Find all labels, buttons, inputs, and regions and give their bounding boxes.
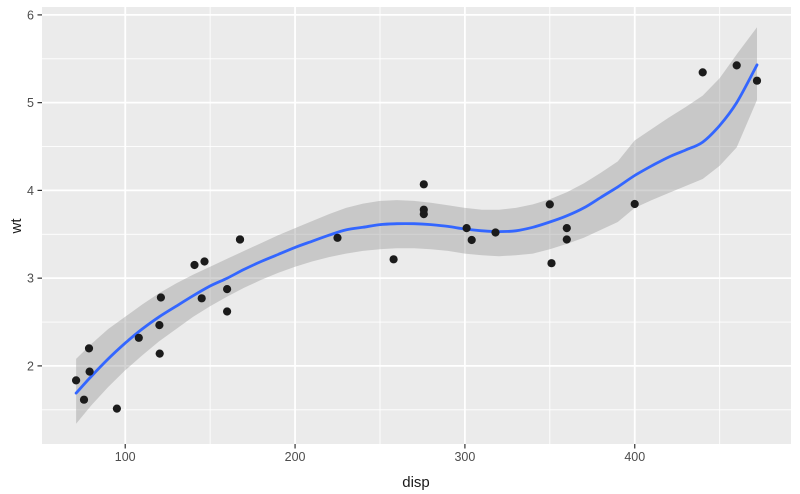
data-point bbox=[732, 61, 741, 70]
data-point bbox=[112, 404, 121, 413]
data-point bbox=[467, 235, 476, 245]
data-point bbox=[223, 285, 232, 294]
x-tick-label: 300 bbox=[454, 450, 475, 464]
data-point bbox=[562, 224, 571, 233]
x-axis-title: disp bbox=[402, 474, 430, 491]
data-point bbox=[155, 321, 164, 330]
data-point bbox=[84, 344, 94, 353]
y-tick-label: 2 bbox=[27, 359, 34, 373]
data-point bbox=[190, 260, 199, 270]
data-point bbox=[462, 224, 471, 233]
confidence-ribbon bbox=[76, 27, 758, 424]
y-tick-label: 4 bbox=[27, 184, 34, 198]
data-point bbox=[85, 367, 94, 376]
data-point bbox=[235, 235, 245, 244]
plot-panel bbox=[42, 7, 791, 444]
data-point bbox=[419, 205, 428, 214]
data-point bbox=[698, 68, 707, 77]
x-tick-label: 100 bbox=[115, 450, 136, 464]
y-axis-title: wt bbox=[8, 218, 25, 235]
data-point bbox=[197, 294, 206, 303]
data-point bbox=[156, 293, 165, 302]
data-point bbox=[389, 255, 398, 264]
data-point bbox=[752, 76, 762, 85]
y-tick-label: 3 bbox=[27, 272, 34, 286]
data-point bbox=[547, 259, 556, 268]
data-point bbox=[491, 228, 500, 237]
data-point bbox=[333, 233, 342, 242]
x-tick-label: 400 bbox=[624, 450, 645, 464]
data-point bbox=[562, 235, 571, 244]
data-point bbox=[72, 376, 81, 385]
y-tick-label: 5 bbox=[27, 96, 34, 110]
data-point bbox=[223, 307, 232, 316]
data-point bbox=[545, 200, 554, 209]
y-tick-label: 6 bbox=[27, 8, 34, 22]
data-point bbox=[419, 180, 428, 189]
smooth-line bbox=[74, 63, 759, 395]
data-point bbox=[200, 257, 209, 266]
data-point bbox=[155, 349, 164, 358]
data-point bbox=[134, 333, 143, 342]
data-point bbox=[630, 199, 639, 209]
x-tick-label: 200 bbox=[285, 450, 306, 464]
data-point bbox=[79, 395, 89, 404]
